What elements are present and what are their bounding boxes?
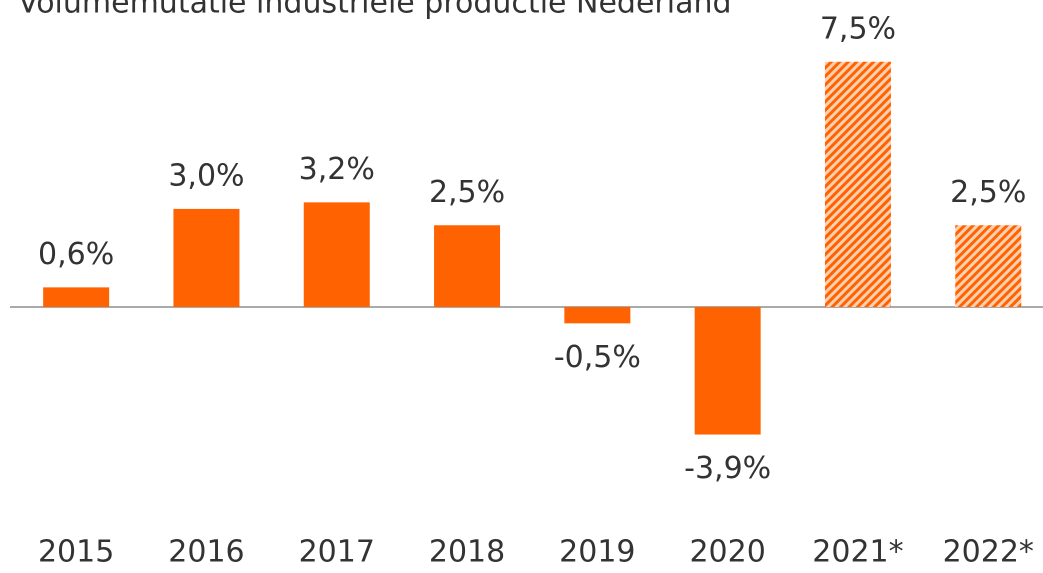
data-label: 2,5% [429, 175, 505, 210]
x-tick-label: 2015 [38, 535, 114, 570]
data-label: 2,5% [950, 175, 1026, 210]
bar [434, 225, 501, 307]
x-tick-label: 2016 [168, 535, 244, 570]
bar [173, 208, 240, 307]
bar [955, 225, 1022, 307]
x-tick-label: 2017 [299, 535, 375, 570]
x-tick-label: 2021* [812, 535, 903, 570]
x-tick-label: 2018 [429, 535, 505, 570]
chart-title: Volumemutatie industriële productie Nede… [18, 0, 732, 21]
bar [824, 61, 891, 307]
data-label: 3,2% [299, 152, 375, 187]
bar [564, 307, 631, 324]
data-label: -3,9% [684, 451, 771, 486]
x-tick-label: 2020 [689, 535, 765, 570]
bar [694, 307, 761, 435]
bar [43, 287, 110, 307]
x-tick-label: 2019 [559, 535, 635, 570]
data-label: 7,5% [820, 11, 896, 46]
x-tick-label: 2022* [943, 535, 1034, 570]
data-label: 0,6% [38, 237, 114, 272]
data-label: 3,0% [168, 158, 244, 193]
bar [303, 202, 370, 307]
data-label: -0,5% [554, 340, 641, 375]
